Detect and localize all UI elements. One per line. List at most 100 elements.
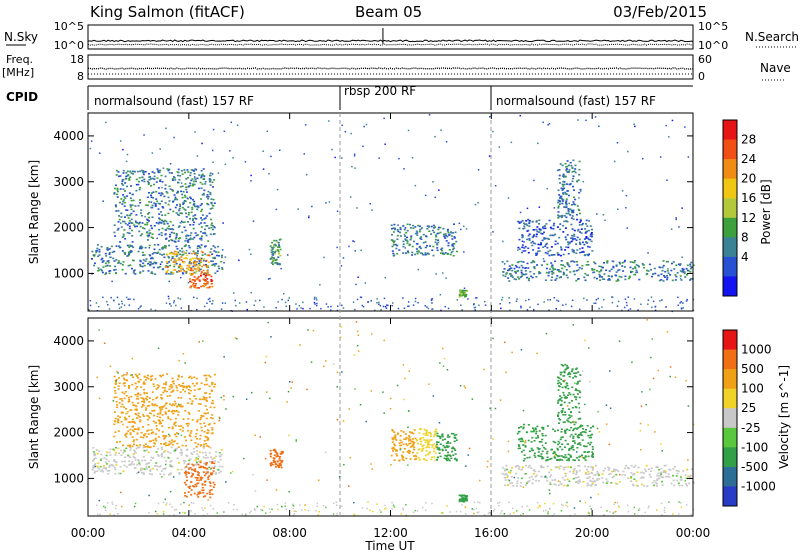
noise-dot [604,219,606,222]
data-cell [174,417,177,420]
data-cell [164,245,167,247]
data-cell [622,270,625,272]
data-cell [115,169,118,172]
data-cell [160,406,163,408]
data-cell [176,389,179,392]
data-cell [125,373,128,376]
data-cell [164,175,167,178]
ground-dot [663,506,666,509]
data-cell [392,255,395,257]
data-cell [145,468,148,470]
data-cell [145,409,147,411]
data-cell [658,279,661,282]
data-cell [526,457,529,459]
data-cell [200,466,203,469]
data-cell [452,433,455,435]
data-cell [211,414,214,416]
noise-dot [684,480,686,482]
data-cell [419,225,421,228]
data-cell [423,439,426,441]
data-cell [202,456,205,459]
ground-dot [293,513,295,515]
data-cell [142,456,145,458]
data-cell [433,231,436,234]
data-cell [189,389,192,392]
data-cell [195,433,198,435]
noise-dot [341,371,343,373]
ground-dot [128,304,131,306]
data-cell [416,250,419,253]
data-cell [543,238,546,240]
data-cell [425,433,428,435]
data-cell [195,462,198,464]
data-cell [171,189,174,191]
ground-dot [245,301,248,303]
data-cell [141,246,144,249]
data-cell [136,446,139,449]
data-cell [189,485,191,488]
data-cell [138,188,141,191]
data-cell [210,472,212,474]
data-cell [97,267,100,269]
data-cell [402,459,405,462]
noise-dot [169,490,172,493]
data-cell [275,244,278,247]
data-cell [656,465,659,468]
data-cell [120,216,123,218]
nsearch-tick-top: 10^5 [698,20,728,33]
data-cell [159,265,162,268]
noise-dot [223,262,225,264]
data-cell [584,456,587,458]
data-cell [636,471,639,473]
data-cell [278,463,281,466]
data-cell [535,228,538,231]
data-cell [597,472,600,475]
data-cell [209,180,211,183]
cpid-label: CPID [6,90,38,104]
data-cell [528,479,531,482]
data-cell [92,465,95,467]
noise-dot [399,448,402,451]
data-cell [632,484,635,487]
data-cell [528,464,531,467]
data-cell [679,263,682,265]
data-cell [159,253,162,255]
data-cell [566,262,569,264]
ground-dot [516,298,518,300]
data-cell [112,464,115,467]
power-data [88,114,695,313]
data-cell [154,377,157,380]
noise-dot [519,114,521,117]
data-cell [193,451,196,453]
data-cell [97,255,100,258]
data-cell [541,434,544,437]
noise-dot [602,214,605,216]
data-cell [136,170,139,173]
data-cell [133,421,136,423]
data-cell [113,224,116,226]
data-cell [213,202,216,204]
data-cell [114,204,117,206]
ground-dot [316,502,318,505]
data-cell [124,456,127,458]
data-cell [180,384,183,387]
data-cell [192,180,195,183]
data-cell [552,267,555,269]
data-cell [117,385,120,387]
ground-dot [379,509,381,511]
data-cell [549,458,552,460]
data-cell [603,278,606,280]
data-cell [551,234,554,237]
data-region [517,218,594,257]
data-cell [169,220,172,223]
noise-dot [362,145,364,148]
data-cell [187,206,190,208]
data-cell [197,472,200,474]
data-cell [114,268,117,271]
data-cell [575,213,578,216]
data-cell [123,397,126,400]
ground-dot [498,504,500,507]
data-cell [410,235,413,237]
data-cell [391,227,393,230]
data-cell [175,212,178,214]
